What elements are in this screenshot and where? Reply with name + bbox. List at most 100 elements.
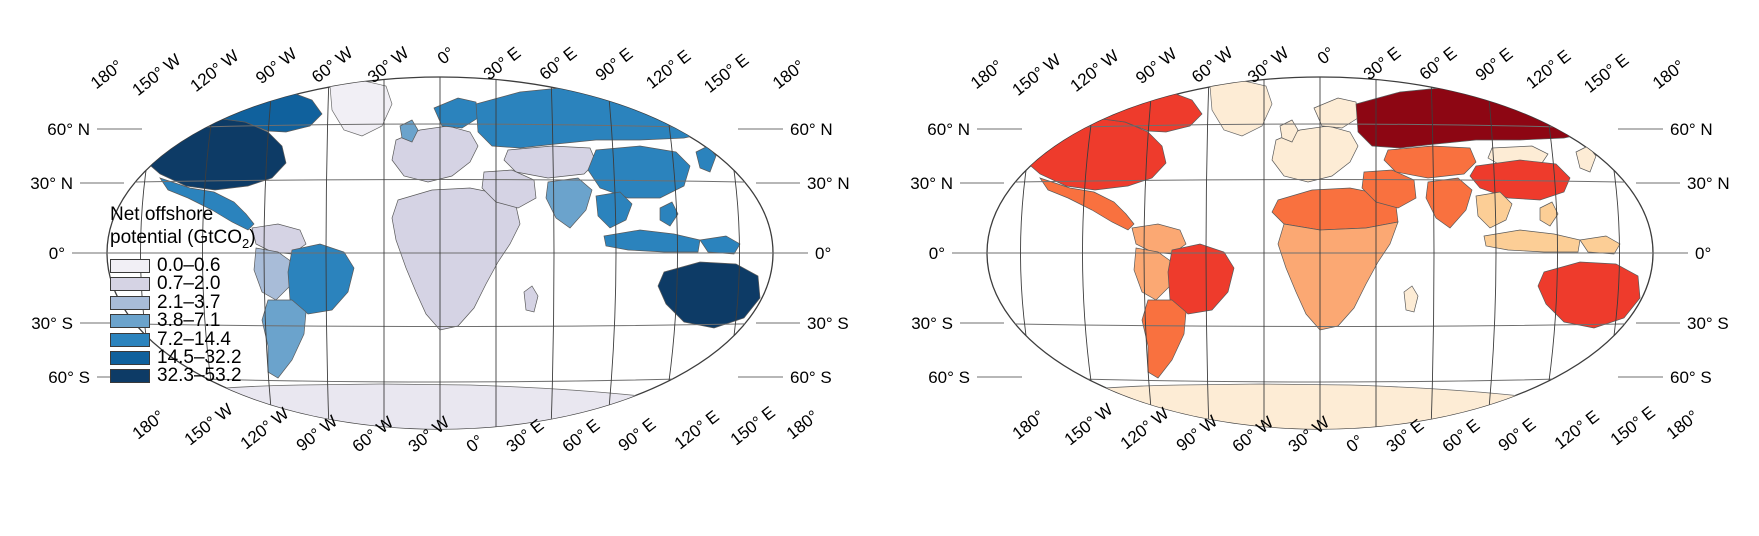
region-russia <box>1355 85 1617 149</box>
lon-label-top-4: 60° W <box>1188 43 1236 87</box>
legend-swatch-icon <box>110 369 150 384</box>
region-africa-south <box>1277 221 1399 331</box>
legend-swatch-icon <box>110 332 150 347</box>
region-argentina-chile <box>261 299 307 379</box>
lon-label-top-10: 120° E <box>1522 46 1574 93</box>
lon-label-bottom-2: 120° W <box>1117 404 1173 453</box>
legend-item-label: 3.8–7.1 <box>157 310 221 332</box>
legend-item-label: 0.0–0.6 <box>157 254 221 276</box>
lat-label-30s: 30° S <box>31 314 73 333</box>
lat-label-60n: 60° N <box>927 120 970 139</box>
lon-label-top-10: 120° E <box>642 46 694 93</box>
lon-label-bottom-6: 0° <box>1343 431 1368 456</box>
legend-item[interactable]: 32.3–53.2 <box>110 365 256 387</box>
region-peru <box>1133 247 1173 301</box>
region-new-zealand <box>1668 314 1686 344</box>
legend-item[interactable]: 3.8–7.1 <box>110 310 256 332</box>
legend-rows-offshore: 0.0–0.6 0.7–2.0 2.1–3.7 3.8–7.1 7.2–14.4 <box>110 254 256 387</box>
map-panel-onshore: 60° N 30° N 0° 30° S 60° S 60° N 30° N 0… <box>880 0 1759 536</box>
offshore-map-svg: 60° N 30° N 0° 30° S 60° S 60° N 30° N 0… <box>30 43 850 456</box>
lon-label-top-3: 90° W <box>252 44 300 88</box>
legend-title-offshore: Net offshore potential (GtCO2) <box>110 203 256 255</box>
region-southeast-asia <box>595 191 633 229</box>
lon-label-bottom-10: 120° E <box>671 407 723 454</box>
region-alaska <box>107 95 153 127</box>
legend-item[interactable]: 2.1–3.7 <box>110 291 256 313</box>
legend-swatch-icon <box>110 258 150 273</box>
legend-title-line1: Net offshore <box>110 204 214 225</box>
lat-label-30s-right: 30° S <box>1687 314 1729 333</box>
legend-swatch-icon <box>110 314 150 329</box>
lon-label-bottom-0: 180° <box>1009 407 1048 444</box>
lat-label-30n-right: 30° N <box>807 174 850 193</box>
lon-label-bottom-11: 150° E <box>727 403 779 450</box>
region-central-asia <box>1383 145 1477 179</box>
legend-item-label: 0.7–2.0 <box>157 273 221 295</box>
lon-label-bottom-1: 150° W <box>181 400 237 449</box>
lat-label-0: 0° <box>929 244 945 263</box>
legend-item-label: 7.2–14.4 <box>157 328 231 350</box>
latitude-axis: 60° N 30° N 0° 30° S 60° S 60° N 30° N 0… <box>910 120 1729 387</box>
lat-label-60s: 60° S <box>928 368 970 387</box>
lat-label-60n: 60° N <box>47 120 90 139</box>
lon-label-top-7: 30° E <box>1360 43 1405 84</box>
lon-label-top-6: 0° <box>1314 43 1339 68</box>
lon-label-top-11: 150° E <box>1580 50 1632 97</box>
lon-label-top-8: 60° E <box>536 43 581 84</box>
lon-label-top-11: 150° E <box>700 50 752 97</box>
region-mexico <box>159 177 255 231</box>
region-philippines <box>659 201 679 227</box>
region-europe <box>391 125 479 183</box>
region-brazil <box>1167 243 1235 315</box>
lat-label-0: 0° <box>49 244 65 263</box>
region-united-kingdom <box>399 119 419 143</box>
legend-item[interactable]: 0.7–2.0 <box>110 273 256 295</box>
lon-label-bottom-9: 90° E <box>1495 414 1540 455</box>
lon-label-top-1: 150° W <box>1009 50 1065 99</box>
lat-label-60s: 60° S <box>48 368 90 387</box>
lat-label-60s-right: 60° S <box>790 368 832 387</box>
lat-label-30n-right: 30° N <box>1687 174 1730 193</box>
lon-label-top-4: 60° W <box>308 43 356 87</box>
lon-label-bottom-1: 150° W <box>1061 400 1117 449</box>
lat-label-30s-right: 30° S <box>807 314 849 333</box>
legend-title-line2: potential (GtCO2) <box>110 226 256 255</box>
lon-label-bottom-3: 90° W <box>293 412 341 456</box>
legend-item-label: 2.1–3.7 <box>157 291 221 313</box>
lon-label-top-1: 150° W <box>129 50 185 99</box>
lon-label-top-6: 0° <box>434 43 459 68</box>
lat-label-30s: 30° S <box>911 314 953 333</box>
legend-title-prefix: potential (GtCO <box>110 227 242 248</box>
region-russia <box>475 85 737 149</box>
map-panel-offshore: 60° N 30° N 0° 30° S 60° S 60° N 30° N 0… <box>0 0 879 536</box>
lon-label-top-7: 30° E <box>480 43 525 84</box>
region-brazil <box>287 243 355 315</box>
lat-label-0-right: 0° <box>1695 244 1711 263</box>
region-madagascar <box>523 285 539 313</box>
legend-title-sub: 2 <box>242 235 250 251</box>
lon-label-top-3: 90° W <box>1132 44 1180 88</box>
lon-label-bottom-9: 90° E <box>615 414 660 455</box>
lon-label-top-0: 180° <box>967 56 1006 93</box>
region-southeast-asia <box>1475 191 1513 229</box>
legend-item[interactable]: 7.2–14.4 <box>110 328 256 350</box>
legend-item-label: 32.3–53.2 <box>157 365 242 387</box>
lon-label-bottom-8: 60° E <box>1439 415 1484 456</box>
lon-label-top-8: 60° E <box>1416 43 1461 84</box>
lon-label-top-2: 120° W <box>187 46 243 95</box>
lon-label-top-12: 180° <box>769 56 808 93</box>
region-australia <box>1537 261 1641 329</box>
lon-label-top-9: 90° E <box>592 44 637 85</box>
legend-item[interactable]: 14.5–32.2 <box>110 348 256 367</box>
lon-label-bottom-3: 90° W <box>1173 412 1221 456</box>
lon-label-top-2: 120° W <box>1067 46 1123 95</box>
region-europe <box>1271 125 1359 183</box>
lat-label-60n-right: 60° N <box>1670 120 1713 139</box>
region-papua-new-guinea <box>699 235 741 255</box>
region-new-zealand <box>788 314 806 344</box>
region-madagascar <box>1403 285 1419 313</box>
lon-label-bottom-6: 0° <box>463 431 488 456</box>
legend-item[interactable]: 0.0–0.6 <box>110 254 256 276</box>
region-indonesia <box>1483 229 1581 253</box>
